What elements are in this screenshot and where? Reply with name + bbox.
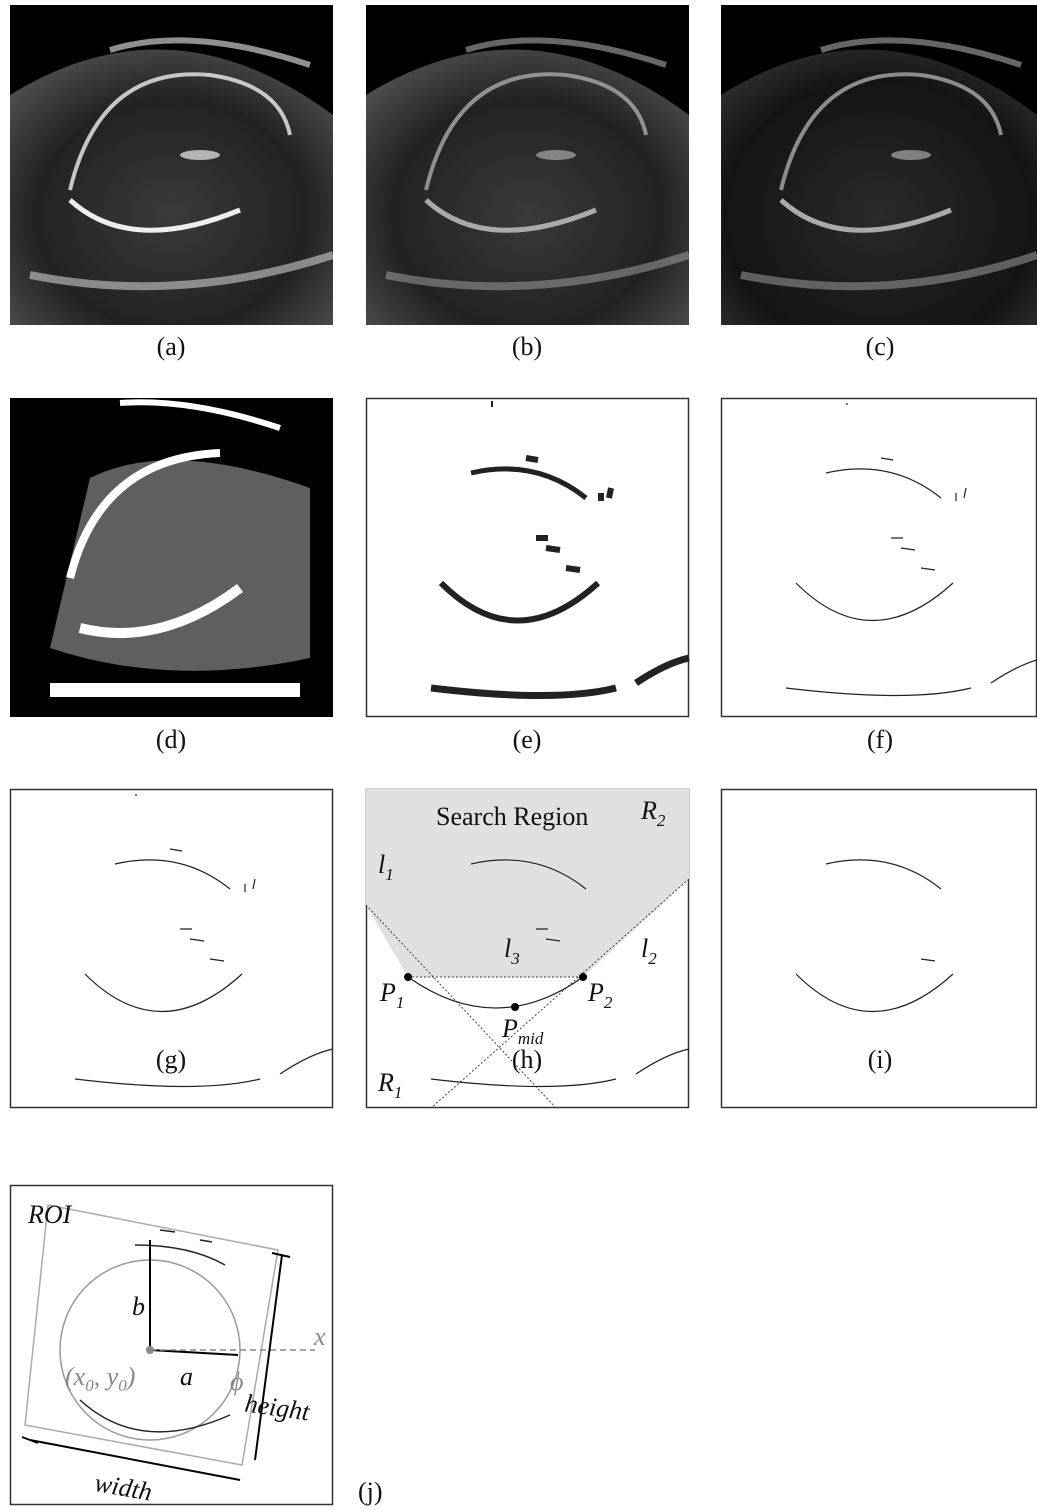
panel: ROIbaϕxheightwidth(x0, y0)	[11, 1186, 333, 1507]
image-bg	[11, 1186, 333, 1505]
panel-label: (c)	[866, 332, 895, 361]
panel-label: (h)	[512, 1045, 542, 1074]
annotation-sub: 1	[394, 1083, 403, 1102]
panel-label: (a)	[157, 332, 186, 361]
panel	[366, 5, 689, 325]
panel	[367, 399, 690, 717]
feature	[180, 150, 220, 160]
panel-label: (d)	[156, 725, 186, 754]
image-bg	[722, 399, 1037, 717]
annotation-sub: 3	[510, 949, 520, 968]
band	[50, 683, 300, 697]
annotation-sub: 1	[385, 865, 394, 884]
annotation-base: l	[641, 934, 648, 963]
panel	[721, 5, 1037, 325]
annotation-sub: 2	[604, 993, 613, 1012]
annotation-base: R	[640, 796, 657, 825]
feature	[536, 150, 576, 160]
image-bg	[367, 399, 689, 717]
annotation-sub: 2	[657, 811, 666, 830]
point	[579, 973, 587, 981]
panel-label: (b)	[512, 332, 542, 361]
panel-label: (j)	[358, 1477, 383, 1506]
search-region-label: Search Region	[436, 802, 588, 831]
center-point	[146, 1346, 154, 1354]
annotation-base: P	[501, 1014, 518, 1043]
panel	[722, 399, 1037, 717]
center-part: (x	[65, 1362, 86, 1391]
b-label: b	[132, 1292, 145, 1321]
panel-label: (f)	[867, 725, 893, 754]
a-label: a	[180, 1362, 193, 1391]
edge-curve	[566, 568, 580, 570]
panel	[10, 5, 333, 325]
feature	[891, 150, 931, 160]
panel	[10, 398, 333, 717]
point	[404, 973, 412, 981]
x-label: x	[313, 1322, 326, 1351]
roi-label: ROI	[27, 1200, 73, 1229]
annotation-base: l	[504, 934, 511, 963]
panel-label: (g)	[156, 1045, 186, 1074]
annotation-base: l	[378, 850, 385, 879]
center-part: , y	[94, 1362, 119, 1391]
center-part: )	[125, 1362, 136, 1391]
annotation-base: P	[379, 978, 396, 1007]
figure: Search RegionR2l1l2l3P1P2PmidR1ROIbaϕxhe…	[0, 0, 1037, 1510]
annotation-sub: 2	[648, 949, 657, 968]
annotation-base: P	[587, 978, 604, 1007]
phi-label: ϕ	[230, 1367, 243, 1396]
point	[511, 1003, 519, 1011]
annotation-sub: 1	[396, 993, 405, 1012]
region	[50, 460, 310, 671]
panel-label: (i)	[868, 1045, 893, 1074]
panel-label: (e)	[513, 725, 542, 754]
annotation-base: R	[377, 1068, 394, 1097]
